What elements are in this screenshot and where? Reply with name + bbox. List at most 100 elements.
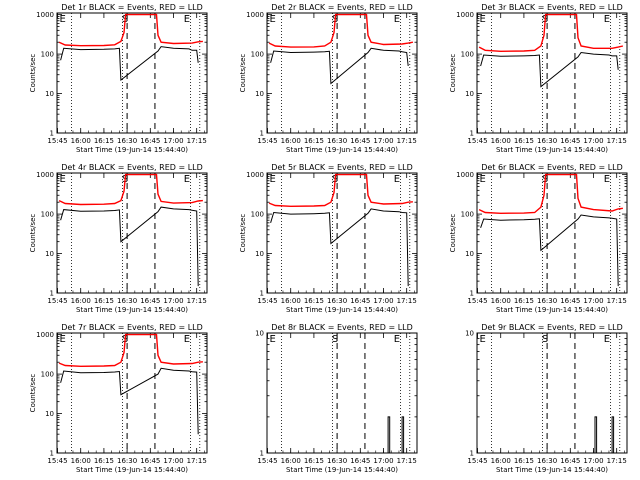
x-tick-label: 16:45: [140, 457, 160, 465]
panel-det-1: Det 1r BLACK = Events, RED = LLD 1 10 100 10…: [29, 3, 208, 154]
x-tick-label: 16:30: [537, 137, 557, 145]
x-tick-label: 17:15: [607, 457, 627, 465]
x-tick-label: 15:45: [47, 137, 67, 145]
y-tick-label: 100: [41, 51, 54, 59]
x-tick-label: 17:15: [397, 297, 417, 305]
x-axis-label: Start Time (19-Jun-14 15:44:40): [76, 466, 188, 474]
x-axis-label: Start Time (19-Jun-14 15:44:40): [76, 306, 188, 314]
y-tick-label: 10: [45, 250, 54, 258]
events-series-line: [60, 206, 199, 287]
x-tick-label: 16:45: [350, 297, 370, 305]
x-tick-label: 16:30: [117, 457, 137, 465]
plot-frame: [56, 332, 208, 454]
panel-det-9: Det 9r BLACK = Events, RED = LLD 1 10 15:45…: [465, 323, 628, 474]
panel-title: Det 8r BLACK = Events, RED = LLD: [271, 323, 413, 332]
x-tick-label: 17:15: [187, 137, 207, 145]
event-marker-E: E: [270, 14, 276, 25]
plot-frame: [476, 172, 628, 294]
y-tick-label: 1000: [36, 331, 54, 339]
plot-frame: [266, 12, 418, 134]
x-tick-label: 16:30: [327, 137, 347, 145]
y-tick-label: 1: [50, 290, 54, 298]
x-tick-label: 16:00: [491, 297, 511, 305]
panel-det-6: Det 6r BLACK = Events, RED = LLD 1 10 100 10…: [449, 163, 628, 314]
x-tick-label: 16:00: [491, 457, 511, 465]
panel-det-8: Det 8r BLACK = Events, RED = LLD 1 10 15:45…: [255, 323, 418, 474]
y-tick-label: 10: [465, 250, 474, 258]
plot-frame: [266, 172, 418, 294]
x-tick-label: 16:45: [350, 457, 370, 465]
panel-det-7: Det 7r BLACK = Events, RED = LLD 1 10 100 10…: [29, 323, 208, 474]
x-tick-label: 17:15: [607, 137, 627, 145]
x-tick-label: 17:15: [187, 457, 207, 465]
events-series-line: [60, 46, 199, 81]
event-marker-E: E: [184, 334, 190, 345]
x-axis-label: Start Time (19-Jun-14 15:44:40): [286, 466, 398, 474]
y-tick-label: 1000: [36, 171, 54, 179]
event-marker-E: E: [270, 334, 276, 345]
x-tick-label: 17:00: [373, 297, 393, 305]
panel-det-4: Det 4r BLACK = Events, RED = LLD 1 10 100 10…: [29, 163, 208, 314]
x-tick-label: 16:30: [537, 457, 557, 465]
events-series-line: [480, 51, 619, 88]
plot-frame: [56, 172, 208, 294]
x-tick-label: 16:45: [140, 297, 160, 305]
x-tick-label: 16:15: [514, 457, 534, 465]
event-marker-E: E: [480, 174, 486, 185]
y-tick-label: 1000: [456, 11, 474, 19]
x-tick-label: 16:00: [71, 297, 91, 305]
event-marker-E: E: [394, 174, 400, 185]
x-tick-label: 16:00: [491, 137, 511, 145]
event-marker-E: E: [604, 14, 610, 25]
events-series-line: [270, 47, 409, 85]
y-tick-label: 100: [251, 211, 264, 219]
x-tick-label: 17:00: [163, 457, 183, 465]
x-tick-label: 15:45: [467, 457, 487, 465]
events-series-line: [270, 208, 409, 287]
x-tick-label: 16:00: [281, 457, 301, 465]
x-tick-label: 16:45: [560, 297, 580, 305]
y-tick-label: 10: [255, 330, 264, 338]
panel-title: Det 1r BLACK = Events, RED = LLD: [61, 3, 203, 12]
event-marker-E: E: [604, 334, 610, 345]
y-tick-label: 1000: [36, 11, 54, 19]
event-marker-E: E: [184, 174, 190, 185]
y-axis-label: Counts/sec: [239, 214, 247, 253]
y-tick-label: 100: [41, 211, 54, 219]
x-tick-label: 16:00: [281, 137, 301, 145]
y-axis-label: Counts/sec: [449, 214, 457, 253]
y-tick-label: 10: [45, 90, 54, 98]
y-axis-label: Counts/sec: [29, 374, 37, 413]
panel-title: Det 9r BLACK = Events, RED = LLD: [481, 323, 623, 332]
panel-title: Det 6r BLACK = Events, RED = LLD: [481, 163, 623, 172]
lld-series-line: [58, 13, 203, 47]
event-marker-E: E: [480, 14, 486, 25]
x-tick-label: 16:15: [514, 297, 534, 305]
x-tick-label: 16:00: [71, 137, 91, 145]
y-tick-label: 1: [260, 290, 264, 298]
x-tick-label: 17:15: [607, 297, 627, 305]
panel-title: Det 7r BLACK = Events, RED = LLD: [61, 323, 203, 332]
x-tick-label: 16:15: [304, 457, 324, 465]
panel-det-2: Det 2r BLACK = Events, RED = LLD 1 10 100 10…: [239, 3, 418, 154]
x-tick-label: 15:45: [467, 137, 487, 145]
x-tick-label: 16:30: [327, 457, 347, 465]
x-tick-label: 16:15: [514, 137, 534, 145]
x-tick-label: 17:15: [187, 297, 207, 305]
x-axis-label: Start Time (19-Jun-14 15:44:40): [286, 146, 398, 154]
y-tick-label: 1000: [456, 171, 474, 179]
event-marker-E: E: [394, 14, 400, 25]
y-tick-label: 1: [470, 290, 474, 298]
event-marker-E: E: [60, 334, 66, 345]
x-tick-label: 16:15: [94, 137, 114, 145]
x-tick-label: 16:15: [304, 137, 324, 145]
y-tick-label: 100: [251, 51, 264, 59]
x-tick-label: 15:45: [257, 137, 277, 145]
event-marker-E: E: [394, 334, 400, 345]
x-tick-label: 17:00: [163, 137, 183, 145]
y-tick-label: 100: [461, 51, 474, 59]
y-axis-label: Counts/sec: [239, 54, 247, 93]
x-tick-label: 16:15: [304, 297, 324, 305]
event-marker-E: E: [270, 174, 276, 185]
